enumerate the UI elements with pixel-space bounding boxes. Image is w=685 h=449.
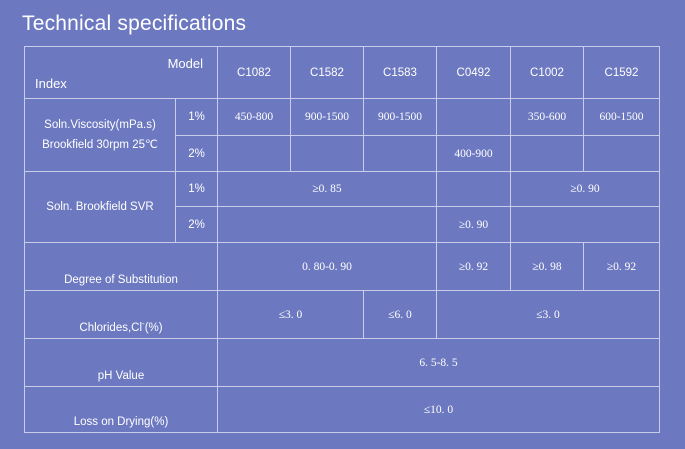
chlorides-label-sup: - [142, 319, 145, 329]
brookfield-svr-label: Soln. Brookfield SVR [24, 171, 176, 243]
concentration-cell: 2% [175, 206, 218, 243]
table-row: Loss on Drying(%) ≤10. 0 [24, 386, 660, 433]
svr-c1082-c1583-2pct [217, 206, 437, 243]
viscosity-c1082-2pct [217, 135, 291, 172]
viscosity-c0492-2pct: 400-900 [436, 135, 511, 172]
table-row: pH Value 6. 5-8. 5 [24, 338, 660, 387]
soln-viscosity-label: Soln.Viscosity(mPa.s) Brookfield 30rpm 2… [24, 98, 176, 172]
index-header-label: Index [35, 76, 67, 91]
viscosity-c1082-1pct: 450-800 [217, 98, 291, 136]
svr-c1002-c1592-2pct [510, 206, 660, 243]
svr-c0492-2pct: ≥0. 90 [436, 206, 511, 243]
table-row: Chlorides,Cl-(%) ≤3. 0 ≤6. 0 ≤3. 0 [24, 290, 660, 339]
soln-viscosity-label-line2: Brookfield 30rpm 25℃ [42, 139, 158, 151]
chlorides-c1583: ≤6. 0 [363, 290, 437, 339]
model-header-c1592: C1592 [583, 46, 660, 99]
table-row: 2% ≥0. 90 [25, 206, 660, 243]
viscosity-c0492-1pct [436, 98, 511, 136]
viscosity-c1583-2pct [363, 135, 437, 172]
table-row: Soln.Viscosity(mPa.s) Brookfield 30rpm 2… [24, 98, 660, 172]
page-title: Technical specifications [22, 12, 247, 35]
chlorides-label-suffix: (%) [144, 322, 163, 334]
ds-c1082-c1583: 0. 80-0. 90 [217, 242, 437, 291]
model-header-c1583: C1583 [363, 46, 437, 99]
concentration-cell: 1% [175, 98, 218, 136]
ph-value-label: pH Value [24, 338, 218, 387]
header-corner-cell: Model Index [24, 46, 218, 99]
soln-viscosity-label-line1: Soln.Viscosity(mPa.s) [44, 119, 156, 131]
viscosity-c1592-2pct [583, 135, 660, 172]
table-row: Soln. Brookfield SVR 1% ≥0. 85 ≥0. 90 [24, 171, 660, 243]
chlorides-label-prefix: Chlorides,Cl [79, 322, 143, 334]
degree-of-substitution-label: Degree of Substitution [24, 242, 218, 291]
concentration-cell: 1% [175, 171, 218, 207]
chlorides-c0492-c1592: ≤3. 0 [436, 290, 660, 339]
viscosity-c1583-1pct: 900-1500 [363, 98, 437, 136]
ph-value: 6. 5-8. 5 [217, 338, 660, 387]
viscosity-c1592-1pct: 600-1500 [583, 98, 660, 136]
model-header-c0492: C0492 [436, 46, 511, 99]
svr-c1002-c1592-1pct: ≥0. 90 [510, 171, 660, 207]
loss-on-drying-label: Loss on Drying(%) [24, 386, 218, 433]
concentration-cell: 2% [175, 135, 218, 172]
table-header-row: Model Index C1082 C1582 C1583 C0492 C100… [24, 46, 660, 99]
viscosity-c1582-1pct: 900-1500 [290, 98, 364, 136]
ds-c0492: ≥0. 92 [436, 242, 511, 291]
model-header-c1582: C1582 [290, 46, 364, 99]
loss-on-drying-value: ≤10. 0 [217, 386, 660, 433]
ds-c1002: ≥0. 98 [510, 242, 584, 291]
viscosity-c1002-1pct: 350-600 [510, 98, 584, 136]
model-header-label: Model [167, 56, 203, 71]
svr-c0492-1pct [436, 171, 511, 207]
ds-c1592: ≥0. 92 [583, 242, 660, 291]
viscosity-c1002-2pct [510, 135, 584, 172]
chlorides-label: Chlorides,Cl-(%) [24, 290, 218, 339]
svr-c1082-c1583-1pct: ≥0. 85 [217, 171, 437, 207]
table-row: Degree of Substitution 0. 80-0. 90 ≥0. 9… [24, 242, 660, 291]
specifications-table: Model Index C1082 C1582 C1583 C0492 C100… [24, 46, 660, 433]
chlorides-c1082-c1582: ≤3. 0 [217, 290, 364, 339]
model-header-c1002: C1002 [510, 46, 584, 99]
viscosity-c1582-2pct [290, 135, 364, 172]
model-header-c1082: C1082 [217, 46, 291, 99]
